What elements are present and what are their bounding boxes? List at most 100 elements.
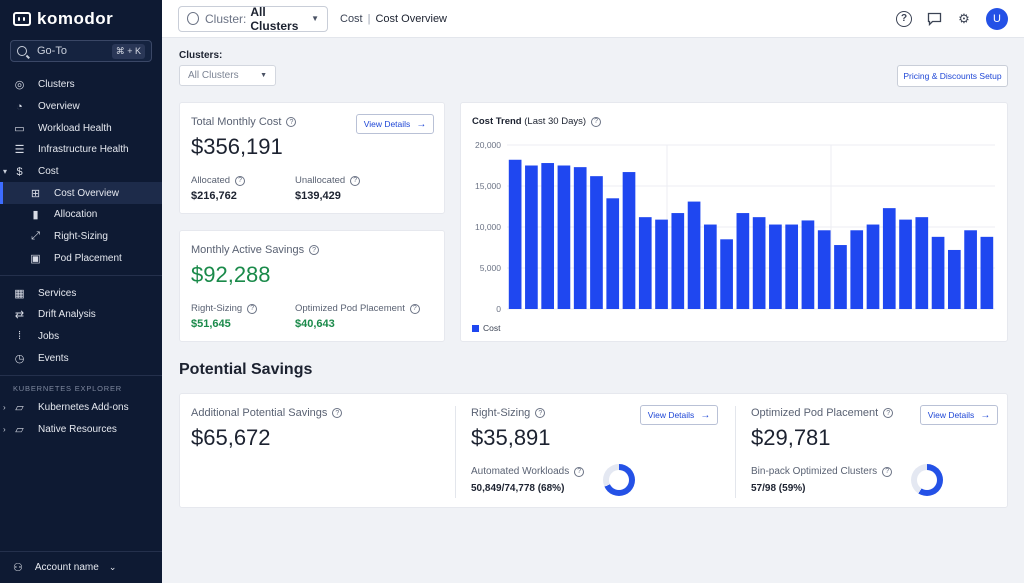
chat-icon[interactable] [926, 11, 942, 27]
chart-bar[interactable] [573, 167, 587, 309]
sidebar: komodor Go-To ⌘ + K ◎ Clusters ◔ Overvie… [0, 0, 162, 583]
sidebar-item-overview[interactable]: ◔ Overview [0, 96, 162, 118]
chart-bar[interactable] [638, 217, 652, 309]
help-icon[interactable]: ? [883, 408, 894, 418]
help-icon[interactable]: ? [896, 10, 912, 27]
pricing-discounts-button[interactable]: Pricing & Discounts Setup [897, 65, 1008, 87]
cost-trend-chart: 20,000 15,000 10,000 5,000 0 [475, 140, 995, 314]
chart-bar[interactable] [866, 224, 880, 309]
potential-right-sizing-value: $35,891 [471, 425, 551, 450]
cluster-selector[interactable]: Cluster: All Clusters ▼ [178, 5, 328, 33]
potential-pod-placement-title: Optimized Pod Placement? [751, 407, 894, 419]
chart-bar[interactable] [915, 217, 929, 309]
chart-bar[interactable] [964, 230, 977, 309]
chart-bar[interactable] [655, 219, 668, 309]
help-icon[interactable]: ? [309, 245, 320, 255]
bar-chart-icon: ▮ [32, 209, 39, 222]
sidebar-item-clusters[interactable]: ◎ Clusters [0, 74, 162, 96]
clusters-filter-value: All Clusters [188, 70, 239, 81]
sidebar-item-allocation[interactable]: ▮ Allocation [0, 204, 162, 226]
chart-bar[interactable] [931, 236, 945, 309]
chart-bar[interactable] [947, 249, 961, 309]
right-sizing-view-details-button[interactable]: View Details → [640, 405, 718, 425]
chart-bar[interactable] [622, 172, 636, 309]
chart-bar[interactable] [606, 198, 620, 309]
chart-bar[interactable] [899, 219, 912, 309]
chart-bar[interactable] [980, 236, 994, 309]
y-tick-label: 10,000 [475, 222, 501, 232]
sliders-icon: ☰ [14, 144, 25, 157]
chart-bar[interactable] [801, 220, 815, 309]
sidebar-item-events[interactable]: ◷ Events [0, 347, 162, 369]
pod-placement-view-details-button[interactable]: View Details → [920, 405, 998, 425]
allocated-label: Allocated? [191, 175, 246, 186]
chart-bar[interactable] [736, 213, 750, 309]
sidebar-item-right-sizing[interactable]: ⤢ Right-Sizing [0, 226, 162, 248]
chart-bar[interactable] [817, 230, 831, 309]
sidebar-item-jobs[interactable]: ⁞ Jobs [0, 326, 162, 348]
chart-bar[interactable] [720, 239, 733, 309]
help-icon[interactable]: ? [535, 408, 546, 418]
help-icon[interactable]: ? [574, 466, 585, 477]
help-icon[interactable]: ? [247, 303, 258, 314]
sidebar-item-workload-health[interactable]: ▭ Workload Health [0, 117, 162, 139]
additional-savings-title: Additional Potential Savings? [191, 407, 343, 419]
card-title: Monthly Active Savings? [191, 244, 320, 256]
gear-icon[interactable]: ⚙ [958, 10, 970, 26]
chart-bar[interactable] [785, 224, 799, 309]
chart-bar[interactable] [769, 224, 782, 309]
chart-bar[interactable] [834, 245, 847, 309]
potential-right-sizing-title: Right-Sizing? [471, 407, 546, 419]
unallocated-label: Unallocated? [295, 175, 361, 186]
sidebar-item-pod-placement[interactable]: ▣ Pod Placement [0, 248, 162, 270]
help-icon[interactable]: ? [235, 175, 246, 186]
total-cost-view-details-button[interactable]: View Details → [356, 114, 434, 134]
chart-bar[interactable] [752, 217, 766, 309]
sidebar-item-cost[interactable]: ▾ $ Cost [0, 161, 162, 183]
sidebar-item-label: Overview [38, 101, 80, 113]
help-icon[interactable]: ? [882, 466, 893, 477]
breadcrumb: Cost | Cost Overview [340, 12, 448, 25]
help-icon[interactable]: ? [332, 408, 343, 418]
chart-bar[interactable] [703, 224, 717, 309]
chart-bar[interactable] [541, 163, 555, 309]
sidebar-item-cost-overview[interactable]: ⊞ Cost Overview [0, 182, 162, 205]
chart-bar[interactable] [557, 165, 571, 310]
cluster-selector-label: Cluster: [205, 11, 247, 26]
logo-text: komodor [37, 9, 114, 28]
sidebar-item-label: Clusters [38, 79, 75, 91]
chart-bar[interactable] [687, 201, 701, 309]
sidebar-item-native-resources[interactable]: › ▱ Native Resources [0, 419, 162, 441]
total-cost-title: Total Monthly Cost [191, 116, 282, 128]
chart-legend[interactable]: Cost [472, 323, 500, 333]
automated-workloads-value: 50,849/74,778 (68%) [471, 483, 565, 494]
help-icon[interactable]: ? [350, 175, 361, 186]
clusters-filter-dropdown[interactable]: All Clusters ▼ [179, 65, 276, 86]
chart-bar[interactable] [508, 159, 522, 309]
breadcrumb-parent[interactable]: Cost [340, 12, 363, 25]
chart-bar[interactable] [850, 230, 864, 309]
help-icon[interactable]: ? [591, 116, 602, 127]
chevron-right-icon: › [3, 403, 6, 413]
nav-secondary: ▦ Services ⇄ Drift Analysis ⁞ Jobs ◷ Eve… [0, 276, 162, 376]
avatar[interactable]: U [986, 7, 1008, 30]
chart-bar[interactable] [525, 165, 538, 310]
label-text: Bin-pack Optimized Clusters [751, 466, 878, 477]
sidebar-item-infrastructure-health[interactable]: ☰ Infrastructure Health [0, 139, 162, 161]
goto-search[interactable]: Go-To ⌘ + K [10, 40, 152, 62]
sidebar-item-kubernetes-addons[interactable]: › ▱ Kubernetes Add-ons [0, 397, 162, 419]
komodor-logo[interactable]: komodor [0, 0, 162, 38]
monthly-active-savings-card: Monthly Active Savings? $92,288 Right-Si… [179, 230, 445, 342]
sidebar-item-label: Jobs [38, 330, 60, 342]
legend-label: Cost [483, 323, 501, 333]
account-menu[interactable]: ⚇ Account name ⌄ [0, 551, 162, 583]
sidebar-item-drift-analysis[interactable]: ⇄ Drift Analysis [0, 304, 162, 326]
chart-bar[interactable] [590, 176, 603, 309]
arrow-right-icon: → [700, 409, 711, 421]
chart-bar[interactable] [671, 213, 685, 309]
sidebar-item-services[interactable]: ▦ Services [0, 282, 162, 304]
chart-bar[interactable] [882, 208, 896, 309]
savings-title: Monthly Active Savings [191, 244, 305, 256]
help-icon[interactable]: ? [409, 303, 420, 314]
help-icon[interactable]: ? [286, 117, 297, 127]
